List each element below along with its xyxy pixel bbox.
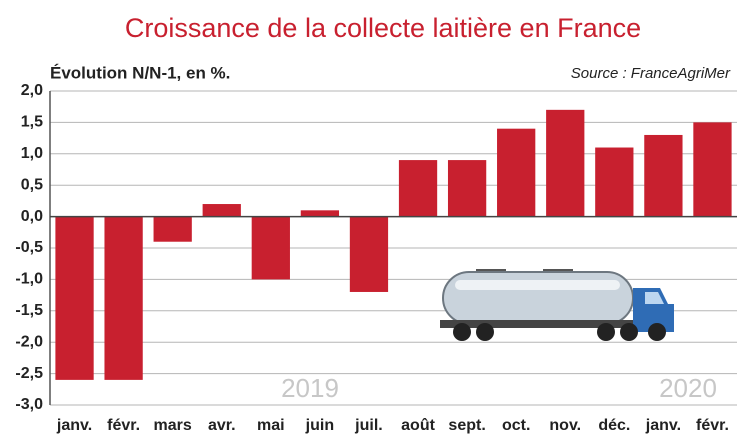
truck-wheel: [453, 323, 471, 341]
chart-subtitle: Évolution N/N-1, en %.: [50, 63, 230, 82]
bar: [644, 134, 683, 217]
bar: [546, 109, 585, 217]
y-tick-label: -3,0: [15, 396, 43, 413]
x-tick-label: oct.: [502, 417, 530, 434]
truck-window: [645, 292, 664, 304]
x-tick-label: janv.: [645, 417, 681, 434]
y-tick-label: -2,5: [15, 365, 43, 382]
truck-icon: [440, 269, 674, 341]
bar: [398, 160, 438, 217]
truck-wheel: [597, 323, 615, 341]
bar: [55, 216, 94, 380]
bar: [447, 160, 487, 217]
y-tick-label: -1,5: [15, 302, 43, 319]
y-tick-label: -2,0: [15, 333, 43, 350]
bar: [104, 216, 143, 380]
x-tick-label: mars: [154, 417, 192, 434]
y-tick-label: 2,0: [21, 82, 43, 99]
truck-wheel: [620, 323, 638, 341]
source: Source : FranceAgriMer: [571, 65, 731, 82]
y-tick-label: 0,0: [21, 208, 43, 225]
bar: [202, 204, 241, 217]
y-tick-label: 0,5: [21, 176, 43, 193]
bar: [300, 210, 340, 217]
bar: [153, 216, 192, 242]
bar: [693, 122, 732, 217]
x-tick-label: déc.: [598, 417, 630, 434]
y-tick-label: -0,5: [15, 239, 43, 256]
truck-chassis: [440, 320, 635, 328]
y-tick-label: -1,0: [15, 271, 43, 288]
bar: [595, 147, 634, 217]
x-tick-label: nov.: [549, 417, 581, 434]
x-tick-label: août: [401, 417, 435, 434]
bar: [497, 128, 536, 217]
truck-cab: [633, 288, 674, 332]
x-tick-label: mai: [257, 417, 285, 434]
bar: [251, 216, 290, 280]
truck-wheel: [648, 323, 666, 341]
truck-part: [455, 280, 620, 290]
x-tick-label: juin: [305, 417, 334, 434]
x-tick-label: févr.: [107, 417, 140, 434]
truck-wheel: [476, 323, 494, 341]
x-tick-label: févr.: [696, 417, 729, 434]
x-tick-label: juil.: [354, 417, 383, 434]
x-tick-label: sept.: [448, 417, 485, 434]
x-tick-label: avr.: [208, 417, 236, 434]
bar: [349, 216, 389, 292]
y-tick-label: 1,0: [21, 145, 43, 162]
chart-title: Croissance de la collecte laitière en Fr…: [125, 13, 641, 43]
y-tick-label: 1,5: [21, 114, 43, 131]
year-label: 2019: [281, 373, 339, 403]
year-label: 2020: [659, 373, 717, 403]
truck-tank: [442, 271, 634, 325]
x-tick-label: janv.: [56, 417, 92, 434]
